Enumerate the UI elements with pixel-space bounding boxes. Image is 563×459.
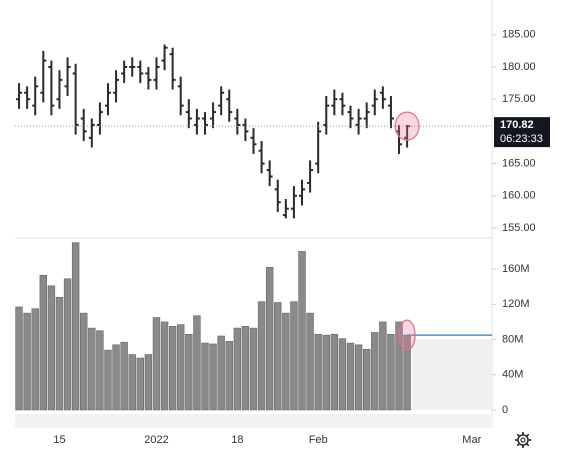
volume-bar — [306, 312, 314, 411]
y-tick-label: 0 — [502, 404, 508, 416]
y-tick-label: 165.00 — [502, 157, 536, 169]
x-tick-label: 2022 — [144, 434, 168, 446]
x-tick-label: Mar — [462, 434, 481, 446]
volume-bar — [136, 357, 145, 411]
y-tick-label: 175.00 — [502, 93, 536, 105]
volume-bar — [233, 327, 242, 411]
last-price-box — [494, 117, 550, 148]
volume-bar — [274, 302, 282, 411]
gear-hub — [520, 437, 526, 443]
y-tick-label: 185.00 — [502, 29, 536, 41]
volume-bar — [144, 354, 153, 411]
volume-bar — [282, 312, 290, 411]
volume-bar — [338, 338, 347, 411]
volume-bar — [120, 341, 128, 411]
volume-bar — [185, 333, 193, 411]
volume-bar — [55, 296, 64, 411]
volume-bar — [241, 326, 250, 411]
volume-bar — [15, 306, 23, 411]
volume-bar — [152, 317, 161, 411]
x-tick-label: Feb — [309, 434, 328, 446]
countdown-label: 06:23:33 — [500, 133, 543, 145]
future-shade — [411, 339, 492, 410]
volume-bar — [354, 344, 363, 411]
volume-bar — [265, 267, 274, 411]
volume-bar — [330, 333, 339, 411]
gear-teeth — [515, 432, 531, 448]
volume-bar — [249, 327, 258, 411]
volume-bar — [379, 321, 387, 411]
volume-bar — [71, 242, 80, 411]
volume-bar — [217, 335, 225, 411]
volume-bar — [387, 333, 395, 411]
volume-bar — [63, 278, 72, 411]
volume-bar — [322, 334, 330, 411]
volume-bar — [346, 342, 355, 411]
volume-bar — [201, 342, 209, 411]
y-tick-label: 80M — [502, 333, 523, 345]
volume-bar — [314, 333, 322, 411]
volume-bar — [225, 340, 233, 411]
y-tick-label: 180.00 — [502, 61, 536, 73]
y-tick-label: 160M — [502, 263, 530, 275]
volume-bar — [47, 285, 56, 411]
volume-bar — [104, 349, 112, 411]
y-tick-label: 160.00 — [502, 190, 536, 202]
volume-bar — [395, 321, 403, 411]
volume-bar — [112, 344, 120, 411]
volume-bar — [298, 251, 306, 411]
volume-bar — [257, 301, 266, 411]
volume-bar — [128, 354, 136, 411]
volume-bar — [160, 321, 169, 411]
y-tick-label: 40M — [502, 369, 523, 381]
volume-bar — [23, 312, 31, 411]
volume-bar — [168, 326, 177, 411]
volume-bar — [290, 301, 298, 411]
y-tick-label: 120M — [502, 298, 530, 310]
highlight-circle — [398, 319, 416, 351]
volume-bar — [209, 343, 217, 411]
volume-bar — [80, 312, 88, 411]
volume-bar — [371, 332, 379, 411]
y-tick-label: 155.00 — [502, 222, 536, 234]
volume-bar — [362, 348, 371, 411]
volume-bar — [31, 308, 39, 411]
x-tick-label: 18 — [231, 434, 243, 446]
highlight-circle — [394, 111, 420, 141]
volume-bar — [88, 327, 96, 411]
x-tick-label: 15 — [53, 434, 65, 446]
settings-icon[interactable] — [515, 432, 531, 448]
time-axis-strip — [15, 414, 493, 428]
volume-bar — [39, 274, 47, 411]
volume-bar — [96, 330, 104, 411]
volume-bar — [193, 315, 201, 411]
volume-bar — [177, 324, 185, 411]
last-price-label: 170.82 — [500, 119, 534, 131]
